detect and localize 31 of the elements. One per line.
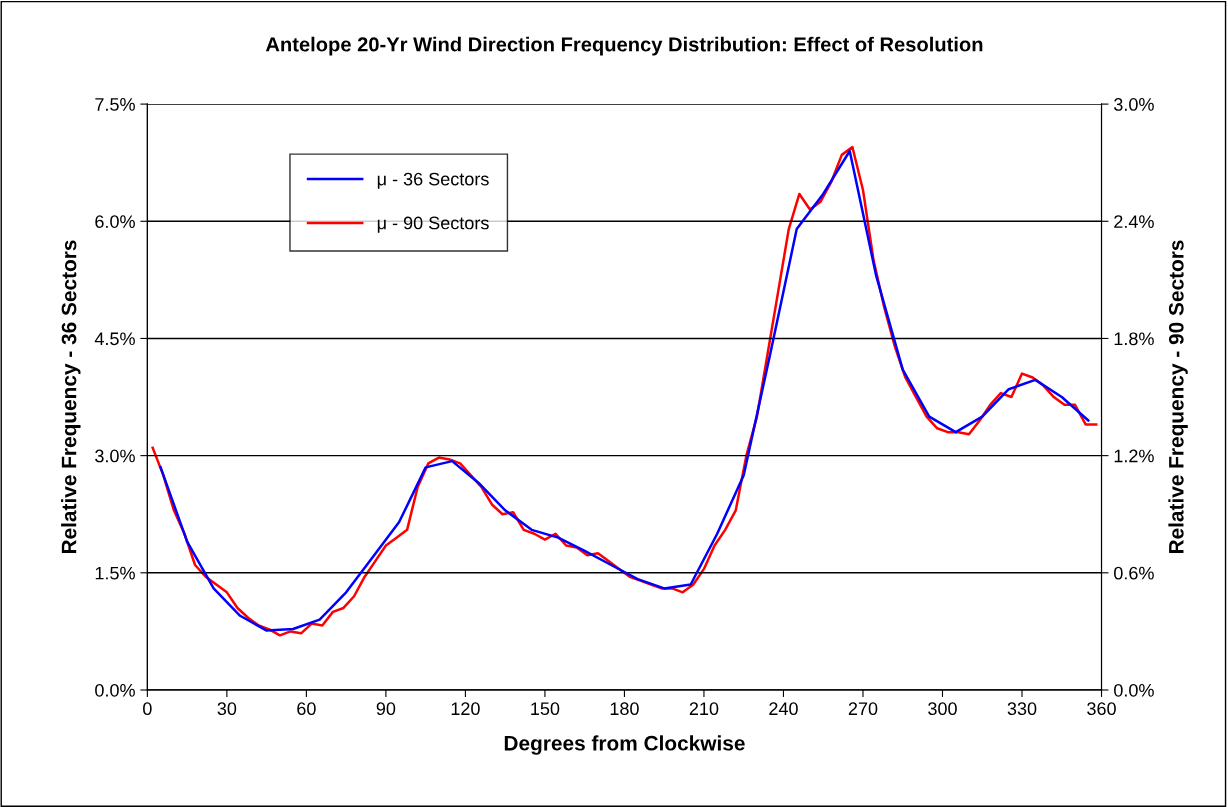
x-tick-label: 240 [769, 702, 798, 716]
y2-tick-label: 0.6% [1114, 566, 1154, 580]
y-tick-label: 6.0% [95, 215, 135, 228]
x-tick-label: 0 [143, 702, 152, 716]
y2-tick-label: 0.0% [1114, 683, 1154, 697]
y2-axis-title: Relative Frequency - 90 Sectors [1168, 240, 1188, 554]
y-tick-label: 1.5% [95, 566, 135, 580]
y2-tick-label: 2.4% [1114, 215, 1154, 228]
x-tick-label: 210 [689, 702, 719, 716]
y-tick-label: 0.0% [95, 683, 135, 697]
x-tick-label: 60 [297, 702, 316, 716]
x-tick-label: 360 [1087, 702, 1116, 716]
x-tick-label: 300 [928, 702, 957, 716]
x-tick-label: 30 [217, 702, 237, 716]
y-tick-label: 7.5% [95, 98, 135, 111]
legend-label: μ - 36 Sectors [377, 172, 489, 189]
y-axis-title: Relative Frequency - 36 Sectors [61, 240, 81, 554]
y-tick-label: 4.5% [94, 332, 135, 346]
x-tick-label: 150 [531, 702, 560, 716]
x-tick-label: 270 [848, 702, 878, 716]
y2-tick-label: 1.8% [1114, 332, 1154, 346]
x-tick-label: 90 [376, 702, 396, 716]
x-tick-label: 180 [610, 702, 639, 716]
x-tick-label: 120 [451, 702, 480, 716]
y-tick-label: 3.0% [95, 449, 135, 463]
chart-title: Antelope 20-Yr Wind Direction Frequency Distribution: Effect of Resolution [265, 36, 983, 56]
y2-tick-label: 1.2% [1114, 449, 1154, 463]
legend-label: μ - 90 Sectors [377, 216, 489, 233]
x-tick-label: 330 [1007, 702, 1037, 716]
y2-tick-label: 3.0% [1114, 98, 1154, 111]
x-axis-title: Degrees from Clockwise [504, 735, 745, 755]
